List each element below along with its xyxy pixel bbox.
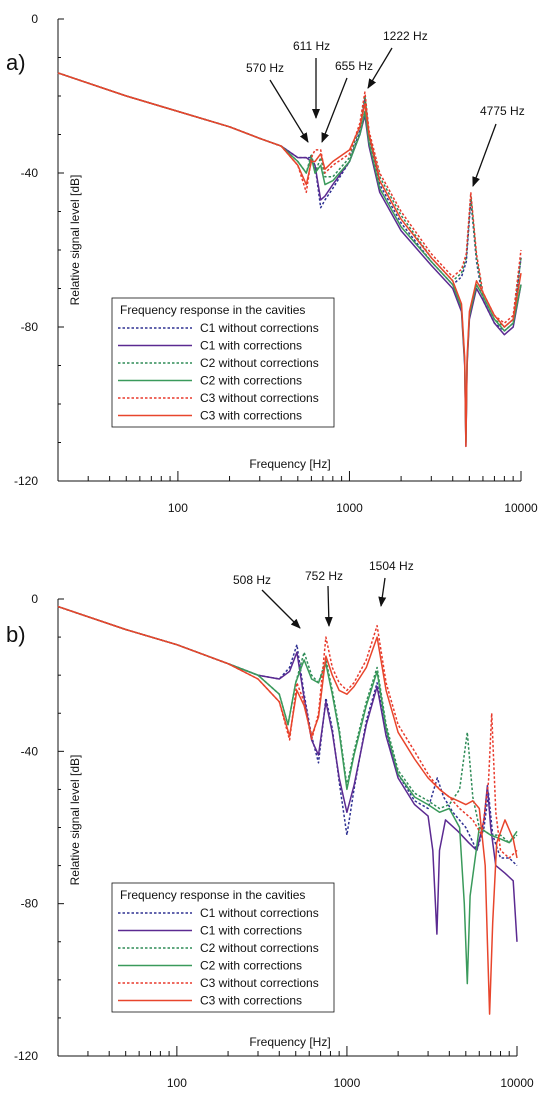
legend-box bbox=[111, 297, 335, 428]
y-tick-label: -80 bbox=[21, 897, 39, 911]
x-tick-label: 1000 bbox=[336, 501, 363, 515]
annotation-arrow bbox=[472, 123, 497, 187]
annotation-label: 1504 Hz bbox=[369, 559, 414, 573]
annotation-arrow bbox=[321, 77, 348, 143]
x-tick-label: 10000 bbox=[504, 501, 538, 515]
y-axis-title: Relative signal level [dB] bbox=[68, 755, 82, 886]
legend-box bbox=[111, 882, 335, 1013]
y-tick-label: 0 bbox=[31, 12, 38, 26]
annotation-label: 611 Hz bbox=[293, 39, 330, 53]
x-tick-label: 100 bbox=[167, 1076, 187, 1090]
chart-panel-b: 0 -40 -80 -120 100 1000 10000 Frequency [Hz] Rel… bbox=[6, 559, 534, 1090]
series-line-c3-without-corrections bbox=[57, 605, 518, 859]
legend: Frequency response in the cavities C1 wit… bbox=[111, 882, 335, 1013]
panel-label: a) bbox=[6, 50, 26, 75]
y-tick-label: -120 bbox=[14, 1049, 38, 1063]
legend-entry: C1 without corrections bbox=[200, 321, 319, 335]
series-line-c3-with-corrections bbox=[57, 72, 522, 448]
x-tick-label: 1000 bbox=[334, 1076, 361, 1090]
y-tick-label: -120 bbox=[14, 474, 38, 488]
legend-title: Frequency response in the cavities bbox=[120, 303, 305, 317]
legend-entry: C3 without corrections bbox=[200, 976, 319, 990]
annotation-label: 752 Hz bbox=[305, 569, 343, 583]
y-tick-label: -40 bbox=[21, 744, 39, 758]
x-axis-title: Frequency [Hz] bbox=[249, 457, 330, 471]
series-line-c2-with-corrections bbox=[57, 605, 518, 985]
legend-entry: C3 with corrections bbox=[200, 409, 302, 423]
legend-entry: C3 without corrections bbox=[200, 391, 319, 405]
annotation-arrow bbox=[269, 79, 309, 143]
legend-title: Frequency response in the cavities bbox=[120, 888, 305, 902]
annotation-arrow bbox=[261, 589, 301, 629]
annotation-label: 570 Hz bbox=[246, 61, 284, 75]
chart-panel-a: 0 -40 -80 -120 100 1000 10000 Frequency [Hz] Rel… bbox=[6, 12, 538, 515]
panel-label: b) bbox=[6, 622, 26, 647]
legend-entry: C1 with corrections bbox=[200, 924, 302, 938]
y-tick-label: -80 bbox=[21, 320, 39, 334]
legend-entry: C3 with corrections bbox=[200, 994, 302, 1008]
annotation-label: 1222 Hz bbox=[383, 29, 428, 43]
annotation-arrow bbox=[378, 577, 387, 607]
annotation-label: 4775 Hz bbox=[480, 104, 525, 118]
series-line-c3-with-corrections bbox=[57, 605, 518, 1015]
annotation-label: 508 Hz bbox=[233, 573, 271, 587]
annotation-label: 655 Hz bbox=[335, 59, 373, 73]
legend-entry: C1 with corrections bbox=[200, 339, 302, 353]
y-axis-title: Relative signal level [dB] bbox=[68, 175, 82, 306]
y-tick-label: -40 bbox=[21, 166, 39, 180]
legend-entry: C2 with corrections bbox=[200, 959, 302, 973]
legend-entry: C2 with corrections bbox=[200, 374, 302, 388]
legend: Frequency response in the cavities C1 wit… bbox=[111, 297, 335, 428]
legend-entry: C2 without corrections bbox=[200, 941, 319, 955]
x-tick-label: 100 bbox=[168, 501, 188, 515]
series-line-c1-without-corrections bbox=[57, 605, 518, 867]
y-tick-label: 0 bbox=[31, 592, 38, 606]
x-axis-title: Frequency [Hz] bbox=[249, 1035, 330, 1049]
annotation-arrow bbox=[367, 47, 393, 89]
legend-entry: C2 without corrections bbox=[200, 356, 319, 370]
x-tick-label: 10000 bbox=[500, 1076, 534, 1090]
legend-entry: C1 without corrections bbox=[200, 906, 319, 920]
series-line-c3-without-corrections bbox=[57, 72, 522, 324]
annotation-arrow bbox=[324, 585, 333, 627]
